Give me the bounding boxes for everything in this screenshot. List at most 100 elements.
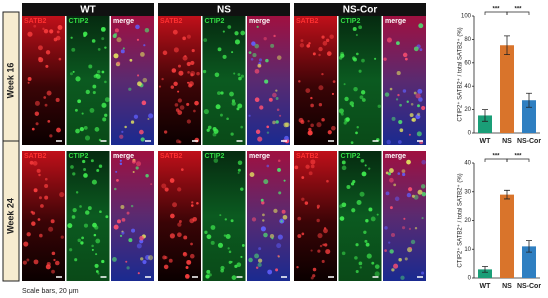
cell [119, 162, 123, 166]
cell [237, 160, 243, 165]
cell [136, 38, 140, 41]
image-panel [111, 16, 154, 145]
cell [255, 129, 261, 134]
cell [69, 248, 73, 252]
cell [389, 206, 393, 210]
cell [419, 48, 423, 52]
cell [384, 92, 390, 97]
cell [312, 52, 316, 56]
cell [60, 235, 64, 239]
cell [360, 158, 365, 163]
cell [277, 234, 283, 240]
cell [413, 46, 419, 52]
cell [339, 216, 345, 221]
cell [418, 23, 424, 29]
cell [408, 187, 413, 192]
error-bar [526, 240, 532, 253]
cell [178, 70, 184, 76]
cell [74, 108, 78, 112]
cell [116, 37, 122, 43]
cell [261, 201, 265, 205]
cell [249, 172, 255, 178]
cell [411, 194, 415, 198]
cell [219, 214, 222, 217]
cell [388, 241, 391, 244]
cell [310, 276, 314, 280]
cell [137, 272, 140, 275]
cell [386, 139, 391, 145]
cell [33, 188, 38, 193]
cell [260, 226, 266, 232]
cell [190, 73, 194, 77]
cell [168, 258, 173, 263]
cell [355, 243, 359, 247]
cell [361, 58, 365, 63]
cell [122, 47, 125, 50]
cell [119, 134, 124, 139]
cell [22, 260, 27, 265]
cell [190, 204, 194, 207]
cell [77, 238, 81, 243]
cell [91, 39, 96, 43]
cell [75, 128, 80, 134]
error-bar [504, 35, 510, 56]
cell [341, 202, 347, 208]
cell [331, 92, 335, 96]
cell [145, 174, 149, 178]
cell [136, 161, 142, 167]
cell [421, 105, 426, 111]
cell [283, 179, 286, 182]
cell [70, 36, 73, 39]
cell [114, 28, 119, 33]
cell [258, 58, 263, 62]
cell [325, 249, 331, 255]
group-header [22, 3, 154, 16]
cell [126, 211, 130, 215]
cell [169, 233, 175, 239]
cell [91, 244, 94, 248]
cell [231, 101, 236, 106]
cell [91, 179, 97, 185]
row-label-box [2, 140, 20, 282]
cell [189, 253, 195, 259]
cell [254, 253, 260, 259]
cell [33, 259, 39, 265]
cell [190, 60, 195, 66]
cell [187, 81, 190, 84]
cell [87, 206, 92, 211]
cell [140, 137, 145, 142]
cell [355, 131, 358, 135]
cell [120, 205, 125, 209]
cell [316, 122, 322, 128]
y-tick-label: 10 [464, 247, 471, 253]
cell [310, 96, 313, 100]
cell [104, 46, 107, 49]
cell [213, 158, 219, 163]
cell [202, 69, 207, 74]
cell [194, 137, 200, 143]
cell [114, 32, 118, 36]
cell [79, 205, 82, 208]
cell [188, 81, 194, 87]
y-tick-label: 30 [464, 189, 471, 195]
cell [212, 132, 217, 137]
cell [351, 208, 356, 213]
cell [254, 43, 260, 49]
cell [263, 179, 269, 185]
cell [95, 238, 101, 244]
channel-label: merge [249, 153, 270, 160]
channel-label: SATB2 [24, 18, 47, 25]
cell [321, 72, 324, 76]
cell [43, 28, 49, 34]
significance-bracket [506, 158, 530, 162]
cell [186, 34, 191, 39]
cell [275, 120, 279, 124]
y-tick-label: 40 [464, 84, 471, 90]
cell [273, 34, 276, 38]
cell [374, 271, 380, 277]
cell [361, 98, 366, 102]
cell [101, 70, 105, 74]
cell [213, 128, 219, 134]
cell [177, 187, 182, 192]
cell [85, 210, 90, 215]
